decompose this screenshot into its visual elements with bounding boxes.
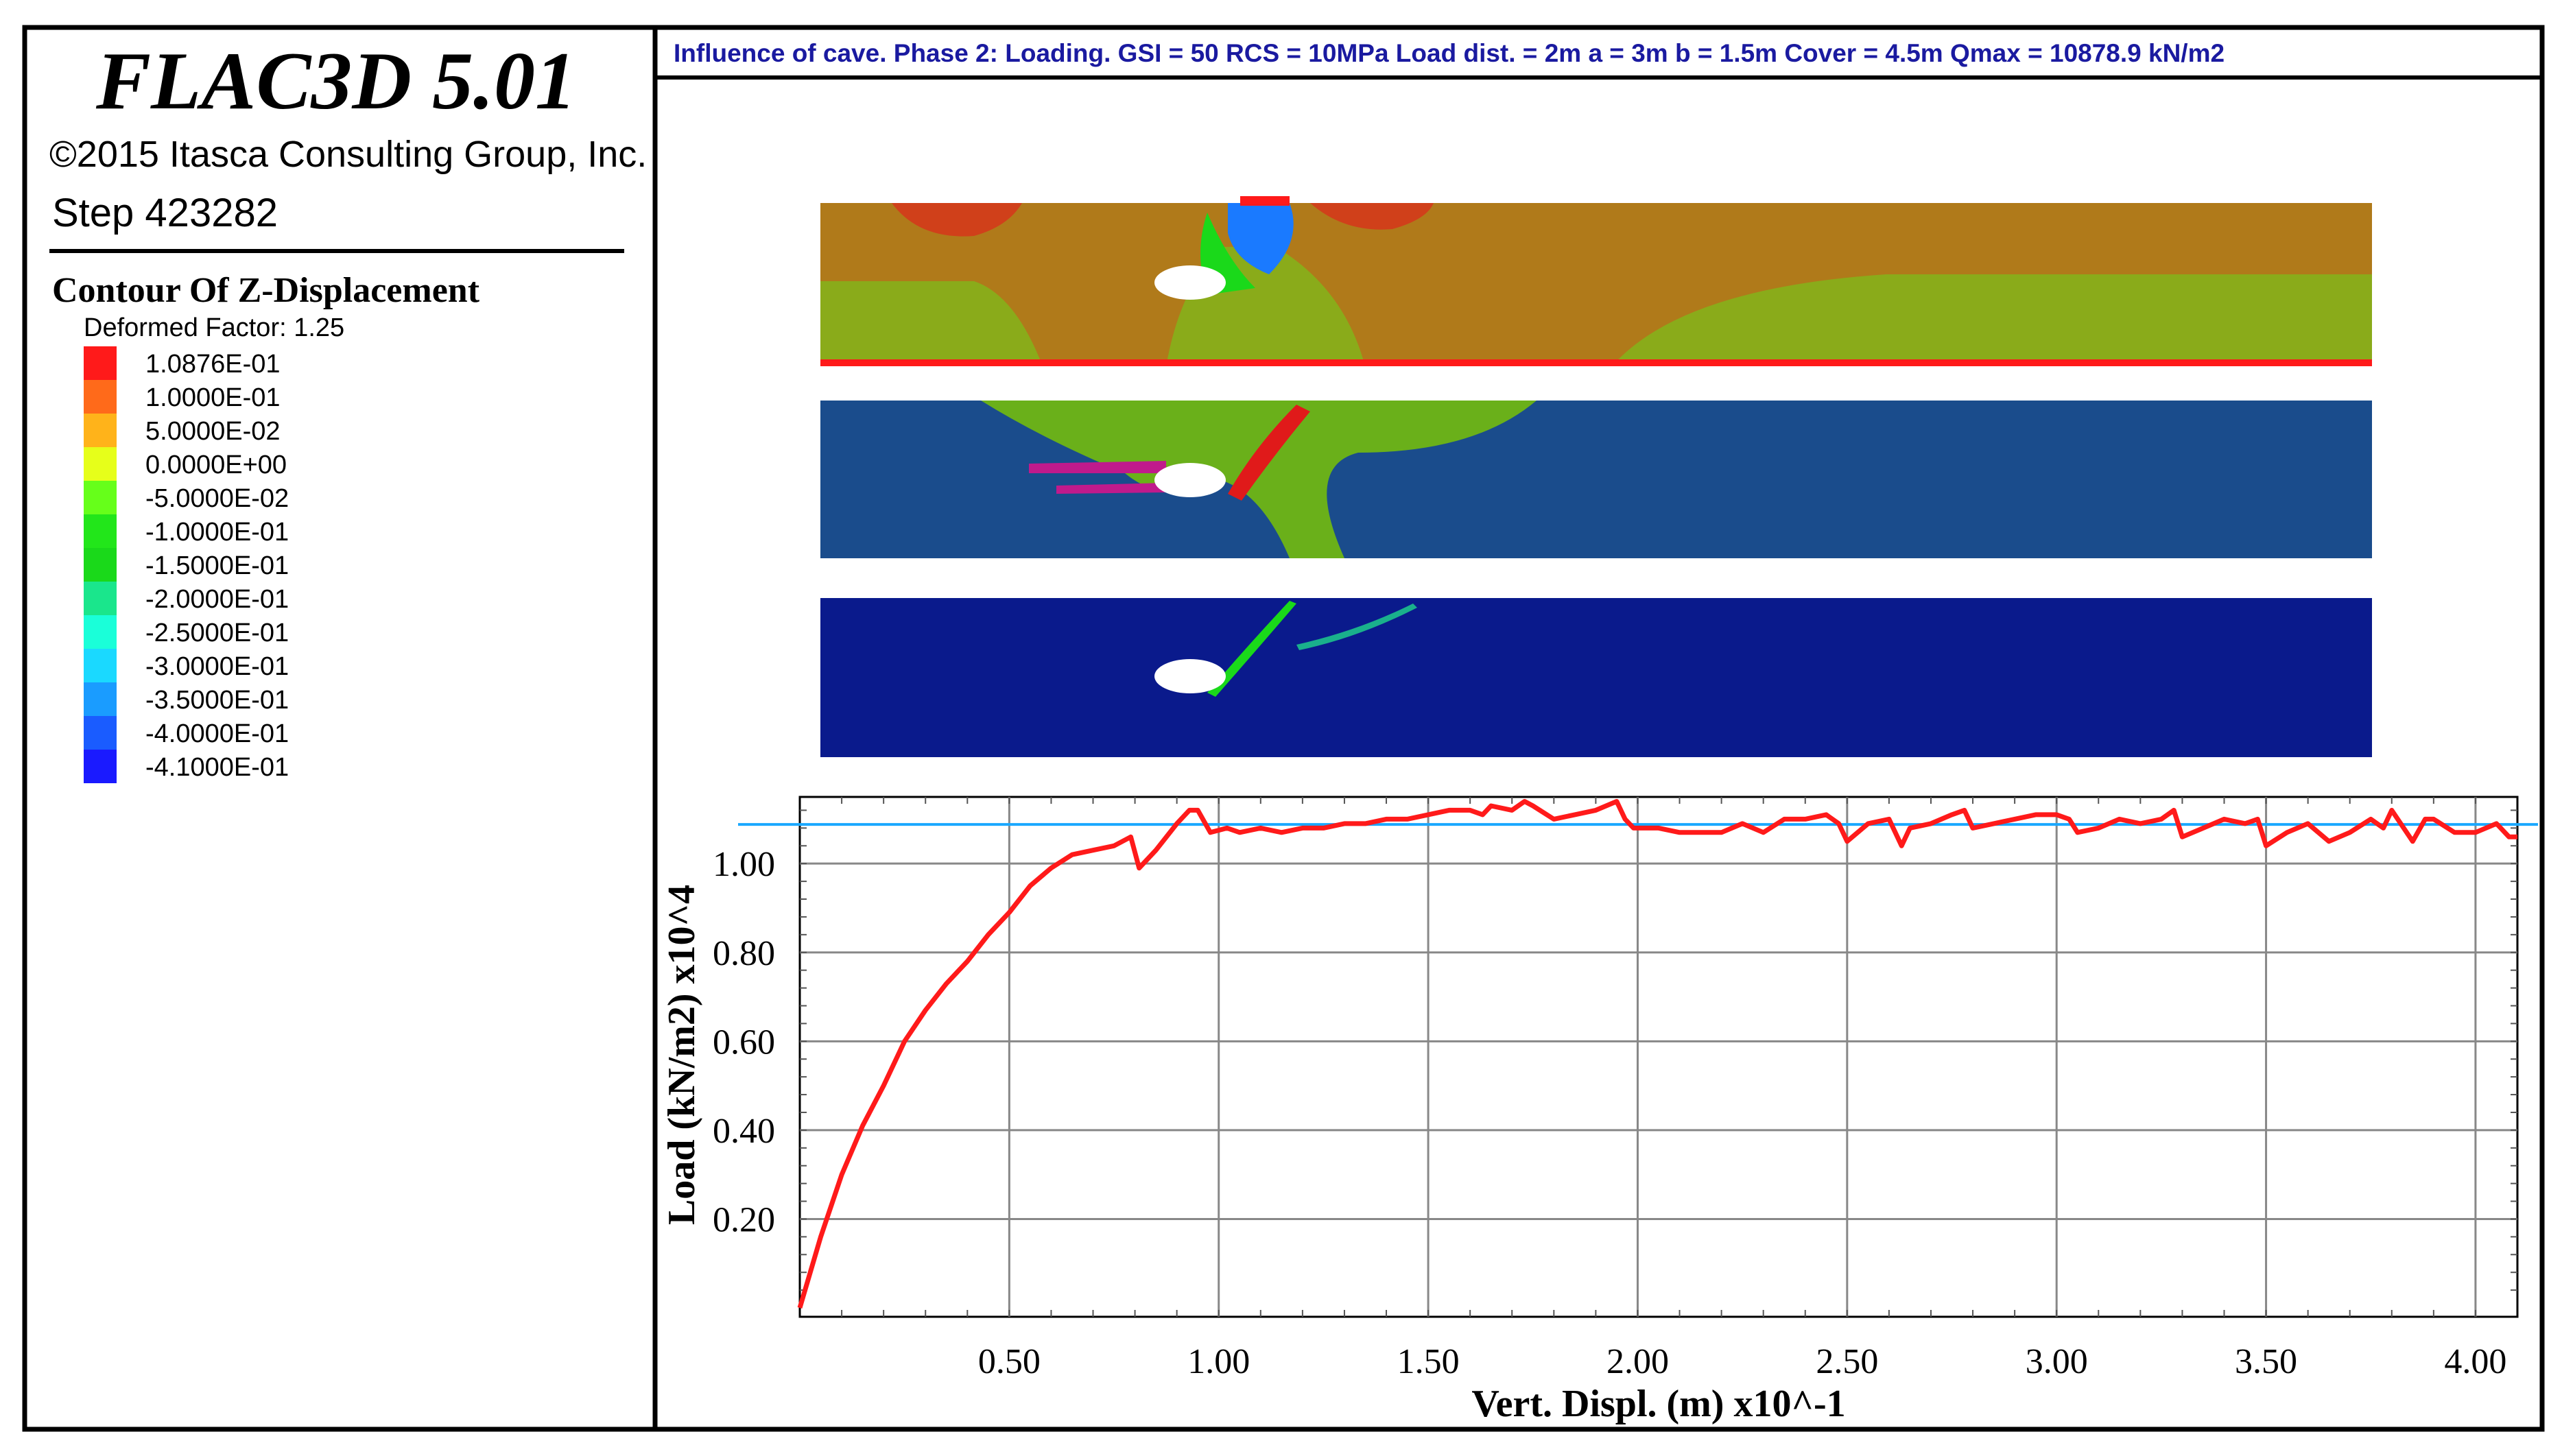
contour-panel-bottom [820, 598, 2372, 757]
legend-swatch [84, 615, 117, 649]
legend-swatch [84, 447, 117, 481]
panel-bottom-shear-band [1207, 601, 1296, 697]
contour-panel-top [820, 196, 2372, 366]
chart-grid [800, 797, 2517, 1317]
legend-swatch [84, 514, 117, 548]
legend-swatch [84, 548, 117, 582]
deformed-factor-text: Deformed Factor: 1.25 [84, 313, 344, 342]
legend-swatch [84, 380, 117, 414]
legend-label: 5.0000E-02 [145, 417, 281, 446]
contour-title: Contour Of Z-Displacement [52, 271, 480, 310]
chart-x-axis-label: Vert. Displ. (m) x10^-1 [1471, 1383, 1845, 1425]
legend-swatch [84, 750, 117, 783]
chart-y-tick-label: 0.20 [713, 1200, 775, 1239]
chart-y-tick-label: 0.80 [713, 934, 775, 973]
software-title: FLAC3D 5.01 [95, 35, 576, 126]
panel-top-bottom-fringe [820, 359, 2372, 366]
legend-swatch [84, 346, 117, 380]
legend-label: -3.5000E-01 [145, 686, 289, 715]
copyright-text: ©2015 Itasca Consulting Group, Inc. [49, 134, 647, 175]
chart-y-tick-label: 0.40 [713, 1112, 775, 1151]
legend-label: -4.1000E-01 [145, 753, 289, 782]
chart-x-tick-label: 1.50 [1397, 1342, 1460, 1381]
panel-middle-magenta-streak-2 [1056, 483, 1166, 494]
chart-series-line [797, 799, 2517, 1309]
legend-label: 0.0000E+00 [145, 451, 287, 479]
legend-label: 1.0876E-01 [145, 350, 281, 379]
step-text: Step 423282 [52, 191, 278, 235]
legend-label: -2.5000E-01 [145, 619, 289, 647]
panel-middle-green-zone [981, 401, 1537, 558]
chart-x-tick-label: 1.00 [1187, 1342, 1250, 1381]
chart-x-tick-label: 3.00 [2026, 1342, 2088, 1381]
panel-bottom-shear-band-2 [1296, 604, 1417, 650]
chart-x-tick-label: 2.00 [1606, 1342, 1669, 1381]
chart-x-tick-label: 0.50 [978, 1342, 1041, 1381]
panel-top-green-zone [820, 281, 1043, 366]
panel-top-blue-punch [1228, 203, 1294, 274]
legend-label: -1.5000E-01 [145, 551, 289, 580]
chart-y-tick-label: 0.60 [713, 1023, 775, 1062]
chart-plot-area [798, 796, 2519, 1318]
panel-top-load-marker [1240, 196, 1290, 206]
contour-panel-middle [820, 401, 2372, 558]
plot-header-title: Influence of cave. Phase 2: Loading. GSI… [674, 39, 2225, 67]
panel-middle-cave-opening [1154, 463, 1226, 497]
chart-x-tick-label: 3.50 [2235, 1342, 2297, 1381]
legend-swatch [84, 716, 117, 750]
panel-top-green-zone-3 [1612, 274, 2372, 366]
legend-label: -3.0000E-01 [145, 652, 289, 681]
legend-swatch [84, 582, 117, 615]
legend-swatch [84, 649, 117, 682]
legend-label: 1.0000E-01 [145, 383, 281, 412]
legend-label: -5.0000E-02 [145, 484, 289, 513]
panel-top-cave-opening [1154, 265, 1226, 300]
chart-y-axis-label: Load (kN/m2) x10^4 [661, 885, 703, 1225]
panel-middle-red-band [1228, 405, 1310, 501]
load-displacement-chart: 0.50 1.00 1.50 2.00 2.50 3.00 3.50 4.00 0.20 0.4… [661, 796, 2538, 1425]
panel-bottom-background [820, 598, 2372, 757]
panel-bottom-cave-opening [1154, 659, 1226, 693]
legend-label: -1.0000E-01 [145, 518, 289, 547]
legend-label: -4.0000E-01 [145, 719, 289, 748]
legend-swatch [84, 414, 117, 447]
chart-minor-ticks [800, 797, 2517, 1317]
chart-x-tick-label: 2.50 [1816, 1342, 1878, 1381]
chart-x-tick-label: 4.00 [2444, 1342, 2506, 1381]
legend-label: -2.0000E-01 [145, 585, 289, 614]
contour-legend: 1.0876E-01 1.0000E-01 5.0000E-02 0.0000E+00… [84, 346, 289, 783]
chart-y-tick-labels: 0.20 0.40 0.60 0.80 1.00 [713, 845, 775, 1239]
chart-x-tick-labels: 0.50 1.00 1.50 2.00 2.50 3.00 3.50 4.00 [978, 1342, 2507, 1381]
chart-y-tick-label: 1.00 [713, 845, 775, 884]
panel-top-red-lobe-left [892, 203, 1022, 237]
legend-swatch [84, 682, 117, 716]
legend-swatch [84, 481, 117, 514]
panel-top-red-lobe-right [1310, 203, 1434, 230]
panel-middle-magenta-streak [1029, 461, 1166, 473]
